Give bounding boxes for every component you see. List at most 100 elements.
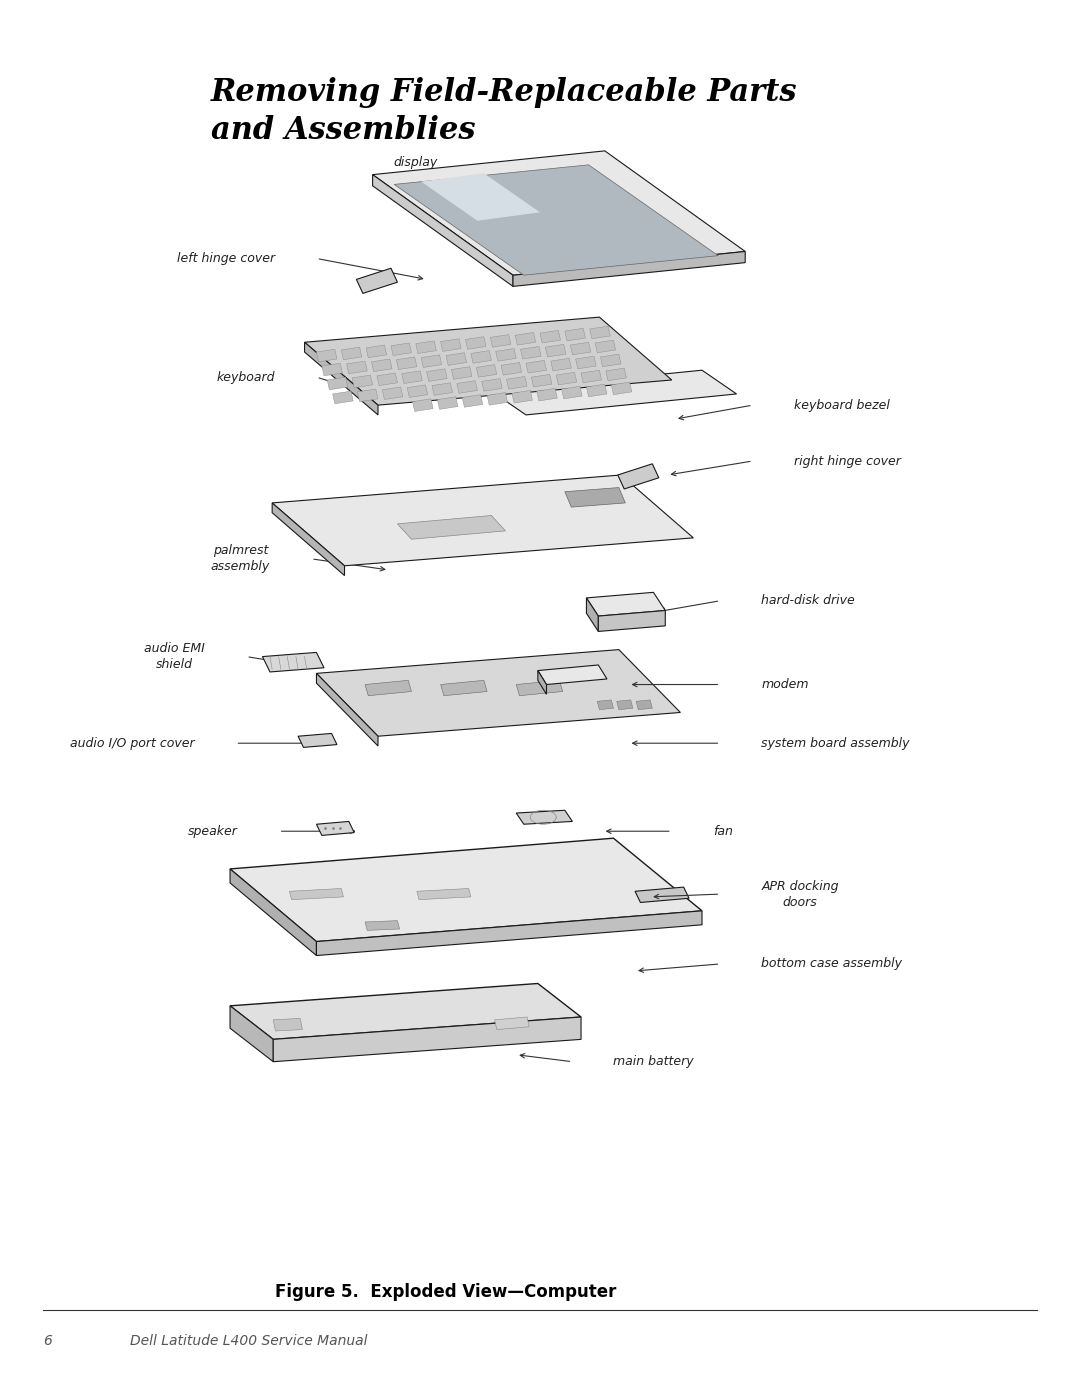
Polygon shape (365, 921, 400, 930)
Polygon shape (590, 327, 610, 339)
Polygon shape (598, 610, 665, 631)
Polygon shape (352, 376, 373, 388)
Polygon shape (262, 652, 324, 672)
Polygon shape (421, 173, 540, 221)
Polygon shape (341, 348, 362, 360)
Polygon shape (394, 165, 718, 275)
Polygon shape (333, 391, 353, 404)
Text: keyboard bezel: keyboard bezel (794, 398, 890, 412)
Text: main battery: main battery (613, 1055, 694, 1069)
Polygon shape (537, 388, 557, 401)
Text: keyboard: keyboard (217, 370, 275, 384)
Polygon shape (377, 373, 397, 386)
Polygon shape (595, 341, 616, 353)
Polygon shape (382, 387, 403, 400)
Polygon shape (446, 353, 467, 366)
Text: APR docking
doors: APR docking doors (761, 880, 839, 908)
Polygon shape (513, 251, 745, 286)
Polygon shape (551, 359, 571, 372)
Polygon shape (397, 515, 505, 539)
Polygon shape (586, 592, 665, 616)
Text: display
assembly: display assembly (387, 156, 445, 184)
Polygon shape (298, 733, 337, 747)
Polygon shape (402, 372, 422, 384)
Text: audio I/O port cover: audio I/O port cover (70, 736, 194, 750)
Polygon shape (316, 821, 354, 835)
Text: modem: modem (761, 678, 809, 692)
Polygon shape (230, 869, 316, 956)
Text: palmrest
assembly: palmrest assembly (211, 545, 270, 573)
Polygon shape (576, 356, 596, 369)
Polygon shape (347, 362, 367, 374)
Polygon shape (373, 151, 745, 275)
Polygon shape (416, 341, 436, 353)
Polygon shape (556, 373, 577, 386)
Polygon shape (316, 673, 378, 746)
Polygon shape (538, 665, 607, 685)
Polygon shape (441, 680, 487, 696)
Polygon shape (471, 351, 491, 363)
Polygon shape (407, 386, 428, 398)
Text: bottom case assembly: bottom case assembly (761, 957, 903, 971)
Polygon shape (316, 650, 680, 736)
Polygon shape (316, 911, 702, 956)
Text: and Assemblies: and Assemblies (211, 115, 475, 145)
Polygon shape (540, 331, 561, 344)
Polygon shape (496, 349, 516, 362)
Polygon shape (441, 339, 461, 352)
Polygon shape (538, 671, 546, 694)
Polygon shape (366, 345, 387, 358)
Polygon shape (305, 317, 672, 405)
Text: fan: fan (713, 824, 732, 838)
Polygon shape (490, 335, 511, 348)
Polygon shape (482, 379, 502, 391)
Polygon shape (515, 332, 536, 345)
Polygon shape (636, 700, 652, 710)
Polygon shape (396, 358, 417, 370)
Polygon shape (365, 680, 411, 696)
Polygon shape (230, 838, 702, 942)
Polygon shape (606, 369, 626, 381)
Polygon shape (289, 888, 343, 900)
Polygon shape (437, 397, 458, 409)
Polygon shape (565, 328, 585, 341)
Polygon shape (465, 337, 486, 349)
Polygon shape (635, 887, 689, 902)
Polygon shape (357, 390, 378, 402)
Polygon shape (273, 1017, 581, 1062)
Polygon shape (586, 384, 607, 397)
Text: speaker: speaker (188, 824, 238, 838)
Polygon shape (600, 355, 621, 367)
Polygon shape (272, 503, 345, 576)
Polygon shape (462, 395, 483, 408)
Polygon shape (457, 381, 477, 394)
Polygon shape (516, 680, 563, 696)
Polygon shape (476, 365, 497, 377)
Polygon shape (316, 349, 337, 362)
Polygon shape (521, 346, 541, 359)
Polygon shape (427, 369, 447, 381)
Text: Dell Latitude L400 Service Manual: Dell Latitude L400 Service Manual (130, 1334, 367, 1348)
Polygon shape (501, 363, 522, 376)
Text: Figure 5.  Exploded View—Computer: Figure 5. Exploded View—Computer (275, 1284, 617, 1301)
Polygon shape (421, 355, 442, 367)
Polygon shape (581, 370, 602, 383)
Polygon shape (617, 700, 633, 710)
Polygon shape (565, 488, 625, 507)
Text: right hinge cover: right hinge cover (794, 454, 901, 468)
Polygon shape (618, 464, 659, 489)
Polygon shape (586, 598, 598, 631)
Polygon shape (413, 400, 433, 412)
Text: hard-disk drive: hard-disk drive (761, 594, 855, 608)
Polygon shape (391, 344, 411, 356)
Polygon shape (372, 359, 392, 372)
Polygon shape (305, 342, 378, 415)
Polygon shape (356, 268, 397, 293)
Text: system board assembly: system board assembly (761, 736, 909, 750)
Polygon shape (516, 810, 572, 824)
Polygon shape (417, 888, 471, 900)
Polygon shape (432, 383, 453, 395)
Polygon shape (562, 387, 582, 400)
Polygon shape (495, 1017, 529, 1030)
Polygon shape (491, 370, 737, 415)
